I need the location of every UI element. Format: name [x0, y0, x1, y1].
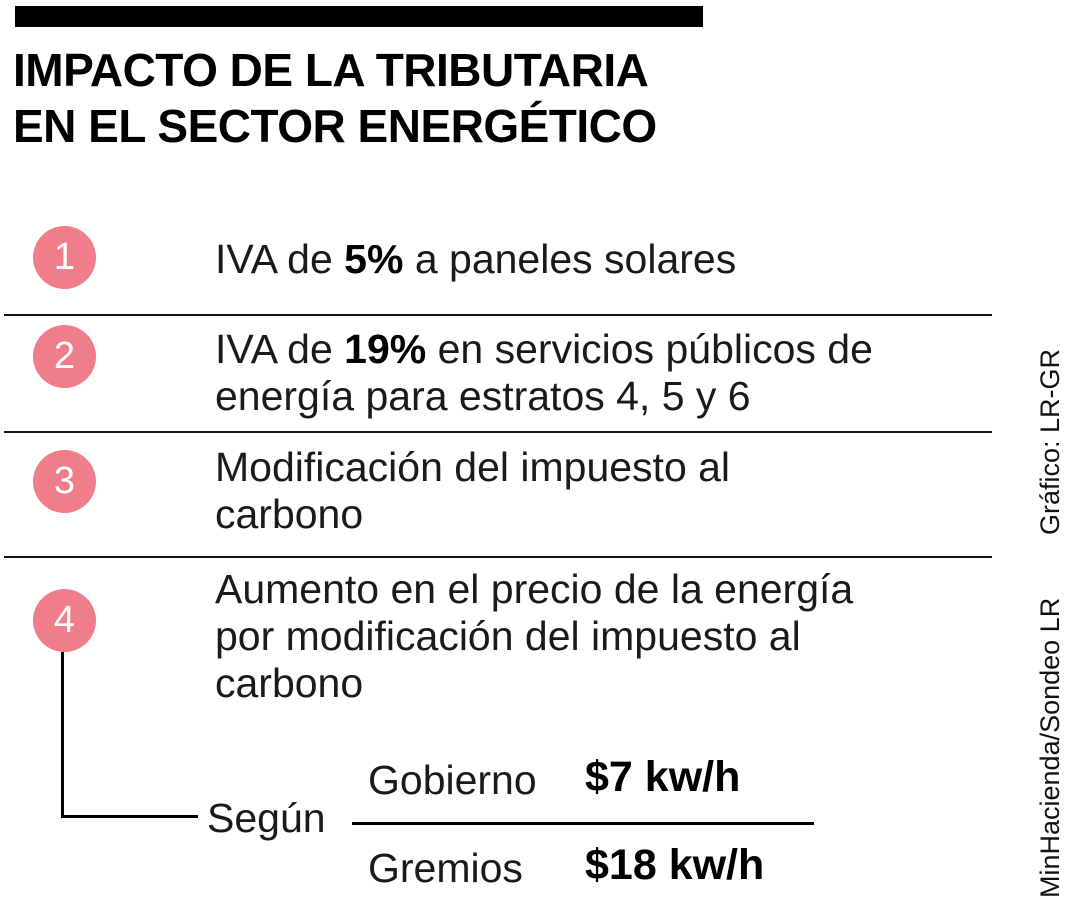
- text-segment-bold: 19%: [344, 326, 427, 372]
- text-segment: IVA de: [215, 326, 345, 372]
- text-segment: carbono: [215, 491, 364, 537]
- breakdown-row-1-value: $7 kw/h: [585, 753, 741, 801]
- text-segment: en servicios públicos de: [426, 326, 873, 372]
- text-segment: Aumento en el precio de la energía: [215, 566, 854, 612]
- separator-line-3: [4, 556, 992, 558]
- item-1-line-1: IVA de 5% a paneles solares: [215, 236, 1025, 283]
- page-title-line-2: EN EL SECTOR ENERGÉTICO: [13, 100, 657, 152]
- text-segment: por modificación del impuesto al: [215, 613, 801, 659]
- page-title: IMPACTO DE LA TRIBUTARIA EN EL SECTOR EN…: [13, 42, 657, 154]
- item-3-text: Modificación del impuesto al carbono: [215, 444, 1025, 538]
- top-accent-bar: [15, 6, 703, 27]
- item-3-number-badge: 3: [33, 450, 96, 513]
- separator-line-2: [4, 431, 992, 433]
- text-segment: IVA de: [215, 236, 345, 282]
- item-1-number: 1: [53, 236, 76, 278]
- item-3-line-2: carbono: [215, 491, 1025, 538]
- text-segment: a paneles solares: [403, 236, 737, 282]
- item-2-number: 2: [53, 335, 76, 377]
- source-credit: MinHacienda/Sondeo LR: [1035, 597, 1065, 898]
- item-4-number-badge: 4: [33, 589, 96, 652]
- item-4-line-1: Aumento en el precio de la energía: [215, 566, 1025, 613]
- item-4-line-3: carbono: [215, 660, 1025, 707]
- item-3-line-1: Modificación del impuesto al: [215, 444, 1025, 491]
- item-4-number: 4: [53, 599, 76, 641]
- breakdown-label: Según: [207, 795, 326, 841]
- text-segment: Modificación del impuesto al: [215, 444, 731, 490]
- item-2-text: IVA de 19% en servicios públicos de ener…: [215, 326, 1025, 420]
- text-segment: carbono: [215, 660, 364, 706]
- item-1-text: IVA de 5% a paneles solares: [215, 236, 1025, 283]
- separator-line-1: [4, 314, 992, 316]
- item-2-number-badge: 2: [33, 325, 96, 388]
- connector-vertical-line: [61, 652, 64, 818]
- breakdown-row-1-name: Gobierno: [368, 757, 537, 803]
- credits-vertical-text: MinHacienda/Sondeo LR Gráfico: LR-GR: [1035, 312, 1066, 898]
- item-2-line-1: IVA de 19% en servicios públicos de: [215, 326, 1025, 373]
- breakdown-row-2-name: Gremios: [368, 845, 523, 891]
- breakdown-divider-line: [352, 822, 814, 825]
- item-1-number-badge: 1: [33, 226, 96, 289]
- text-segment: energía para estratos 4, 5 y 6: [215, 373, 751, 419]
- breakdown-row-2-value: $18 kw/h: [585, 841, 765, 889]
- graphic-credit: Gráfico: LR-GR: [1035, 349, 1065, 536]
- item-2-line-2: energía para estratos 4, 5 y 6: [215, 373, 1025, 420]
- connector-horizontal-line: [61, 815, 198, 818]
- page-title-line-1: IMPACTO DE LA TRIBUTARIA: [13, 44, 649, 96]
- text-segment-bold: 5%: [344, 236, 404, 282]
- item-4-text: Aumento en el precio de la energía por m…: [215, 566, 1025, 707]
- item-3-number: 3: [53, 460, 76, 502]
- item-4-line-2: por modificación del impuesto al: [215, 613, 1025, 660]
